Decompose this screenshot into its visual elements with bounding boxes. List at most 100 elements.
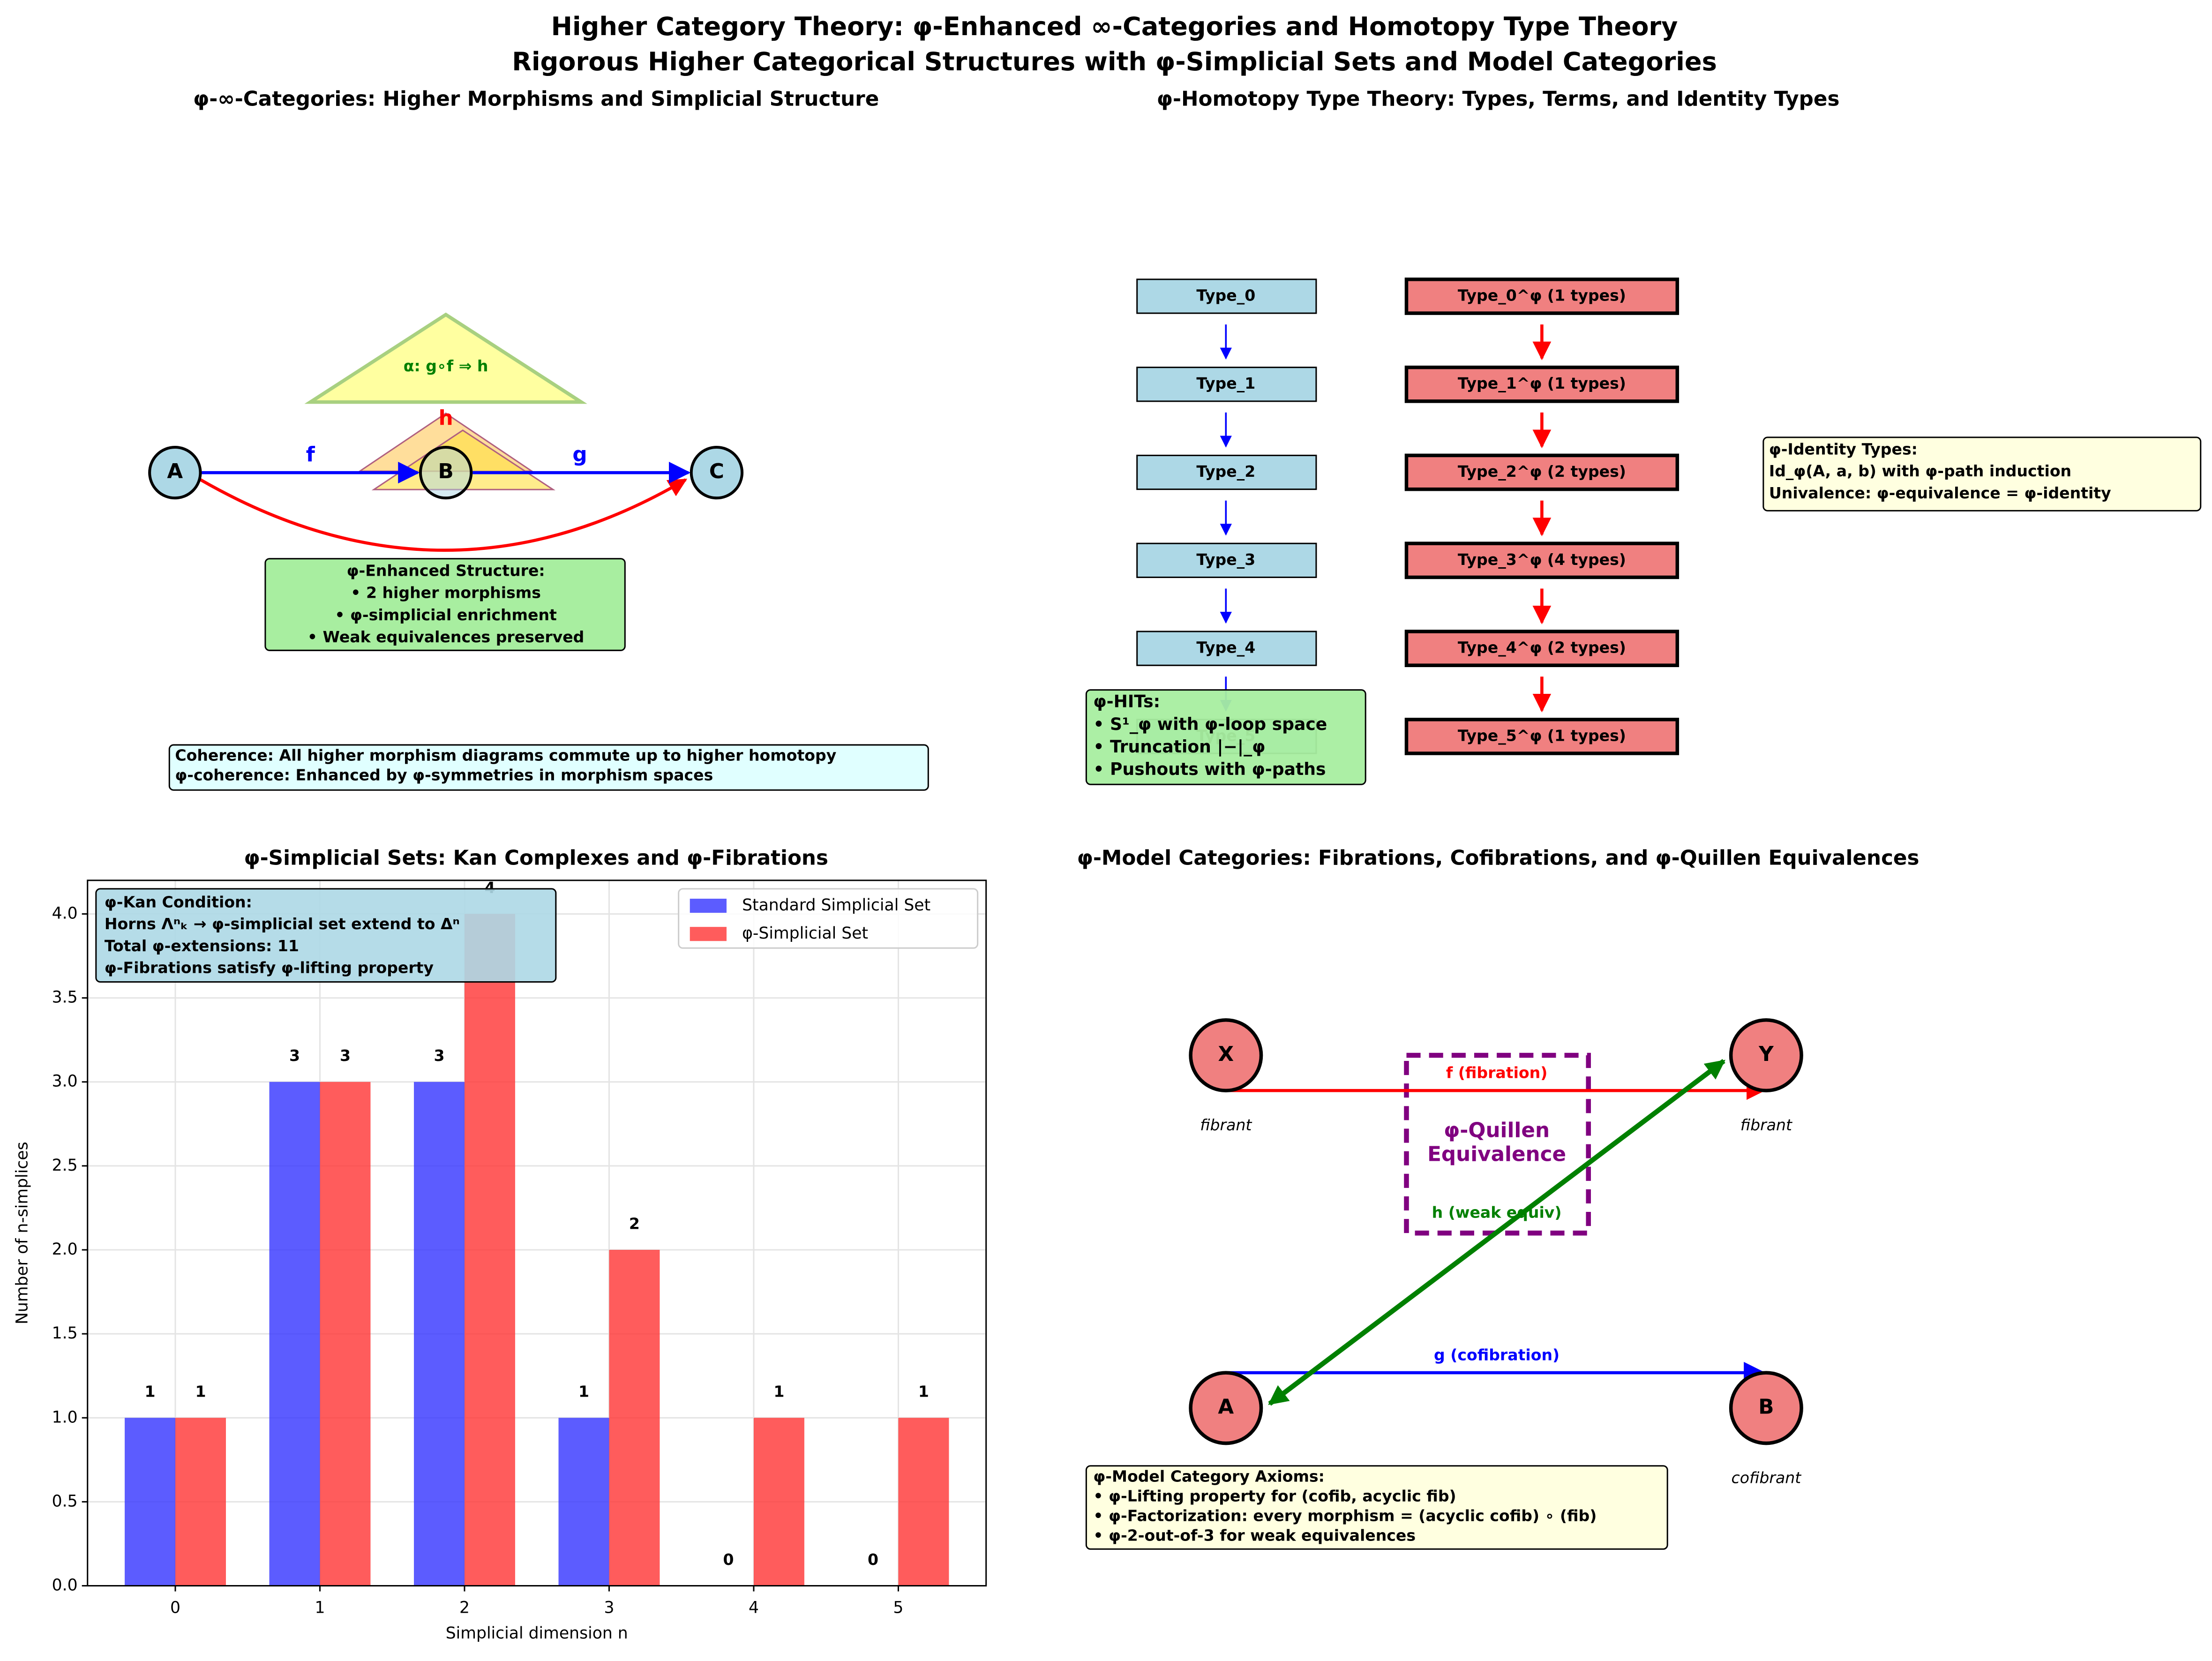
box-text: • φ-2-out-of-3 for weak equivalences xyxy=(1093,1526,1416,1545)
bar xyxy=(125,1418,176,1586)
node xyxy=(419,445,473,500)
property-label: fibrant xyxy=(1200,1116,1252,1134)
box-text: φ-Identity Types: xyxy=(1769,440,1918,458)
type-box xyxy=(1136,454,1317,490)
value-label: 0 xyxy=(723,1550,734,1569)
node-label: Y xyxy=(1758,1043,1774,1066)
arrow xyxy=(1268,1059,1725,1406)
y-tick-label: 2.5 xyxy=(52,1156,78,1175)
axes-frame xyxy=(87,879,987,1587)
type-box xyxy=(1404,453,1680,491)
bar xyxy=(414,1082,465,1586)
node-label: A xyxy=(1218,1395,1234,1419)
node-label: X xyxy=(1218,1043,1234,1066)
panel-title: φ-∞-Categories: Higher Morphisms and Sim… xyxy=(193,88,879,111)
box-text: • φ-Lifting property for (cofib, acyclic… xyxy=(1093,1487,1456,1505)
value-label: 2 xyxy=(629,1214,640,1233)
bar xyxy=(609,1250,660,1586)
value-label: 1 xyxy=(918,1383,929,1401)
property-label: fibrant xyxy=(1740,1116,1792,1134)
bar xyxy=(320,1082,371,1586)
box-text: φ-Model Category Axioms: xyxy=(1093,1467,1324,1485)
value-label: 3 xyxy=(340,1046,351,1065)
type-box xyxy=(1136,367,1317,402)
arrow xyxy=(199,478,688,552)
two-cell-label: α: g∘f ⇒ h xyxy=(404,357,488,375)
type-box xyxy=(1136,542,1317,578)
node-label: B xyxy=(1758,1395,1774,1419)
type-label: Type_3 xyxy=(1196,550,1255,569)
type-label: Type_1^φ (1 types) xyxy=(1458,374,1626,392)
legend-swatch xyxy=(690,927,727,941)
type-label: Type_4 xyxy=(1196,639,1255,657)
figure-subtitle: Rigorous Higher Categorical Structures w… xyxy=(512,47,1717,76)
two-cell xyxy=(304,312,587,404)
arrow-label: g (cofibration) xyxy=(1434,1345,1560,1364)
value-label: 1 xyxy=(144,1383,155,1401)
box-text: • S¹_φ with φ-loop space xyxy=(1093,714,1327,734)
bar xyxy=(269,1082,320,1586)
y-tick-label: 3.0 xyxy=(52,1072,78,1091)
type-box xyxy=(1404,718,1680,755)
chart-title: φ-Simplicial Sets: Kan Complexes and φ-F… xyxy=(244,847,828,870)
figure-title: Higher Category Theory: φ-Enhanced ∞-Cat… xyxy=(551,12,1678,41)
value-label: 1 xyxy=(578,1383,589,1401)
type-label: Type_0 xyxy=(1196,286,1255,304)
bar xyxy=(753,1418,804,1586)
type-box xyxy=(1404,630,1680,667)
node-label: B xyxy=(438,460,453,483)
y-tick-label: 2.0 xyxy=(52,1240,78,1259)
info-box xyxy=(1762,436,2202,511)
type-box xyxy=(1404,278,1680,315)
box-text: Univalence: φ-equivalence = φ-identity xyxy=(1769,484,2111,502)
x-tick-label: 4 xyxy=(749,1599,759,1617)
x-tick-label: 1 xyxy=(315,1599,325,1617)
type-label: Type_1 xyxy=(1196,374,1255,392)
property-label: cofibrant xyxy=(1732,1468,1802,1487)
bar xyxy=(175,1418,226,1586)
x-axis-label: Simplicial dimension n xyxy=(446,1624,628,1643)
y-tick-label: 4.0 xyxy=(52,904,78,923)
box-text: Coherence: All higher morphism diagrams … xyxy=(175,746,836,765)
bar xyxy=(898,1418,949,1586)
node-label: A xyxy=(167,460,183,483)
y-tick-label: 1.0 xyxy=(52,1408,78,1427)
x-tick-label: 0 xyxy=(170,1599,180,1617)
arrow-label: f (fibration) xyxy=(1446,1064,1548,1082)
legend-label: φ-Simplicial Set xyxy=(742,924,868,943)
value-label: 1 xyxy=(195,1383,206,1401)
box-text: Total φ-extensions: 11 xyxy=(105,937,299,955)
node xyxy=(1729,1018,1803,1092)
info-box xyxy=(95,888,557,983)
info-box xyxy=(264,558,626,651)
box-text: φ-Enhanced Structure: xyxy=(347,561,545,579)
node xyxy=(690,445,744,500)
box-text: • Truncation |−|_φ xyxy=(1093,737,1265,757)
node xyxy=(1729,1371,1803,1445)
bar xyxy=(464,914,515,1586)
y-tick-label: 0.0 xyxy=(52,1576,78,1595)
panel-title: φ-Homotopy Type Theory: Types, Terms, an… xyxy=(1157,88,1840,111)
y-tick-label: 1.5 xyxy=(52,1324,78,1343)
y-axis-label: Number of n-simplices xyxy=(13,1142,31,1324)
type-label: Type_5^φ (1 types) xyxy=(1458,726,1626,744)
value-label: 1 xyxy=(773,1383,784,1401)
type-box xyxy=(1404,365,1680,403)
bar xyxy=(558,1418,609,1586)
value-label: 0 xyxy=(868,1550,878,1569)
type-label: Type_4^φ (2 types) xyxy=(1458,639,1626,657)
x-tick-label: 5 xyxy=(893,1599,903,1617)
value-label: 3 xyxy=(289,1046,300,1065)
type-label: Type_0^φ (1 types) xyxy=(1458,286,1626,304)
legend-label: Standard Simplicial Set xyxy=(742,896,930,915)
type-box xyxy=(1136,278,1317,314)
y-tick-label: 0.5 xyxy=(52,1492,78,1511)
node-label: C xyxy=(709,460,724,483)
node xyxy=(1189,1371,1263,1445)
box-text: • Pushouts with φ-paths xyxy=(1093,759,1326,779)
y-tick-label: 3.5 xyxy=(52,988,78,1007)
arrow-label: g xyxy=(572,443,587,466)
arrow-label: h (weak equiv) xyxy=(1432,1203,1562,1222)
box-text: Horns Λⁿₖ → φ-simplicial set extend to Δ… xyxy=(105,915,460,933)
type-box xyxy=(1404,541,1680,579)
